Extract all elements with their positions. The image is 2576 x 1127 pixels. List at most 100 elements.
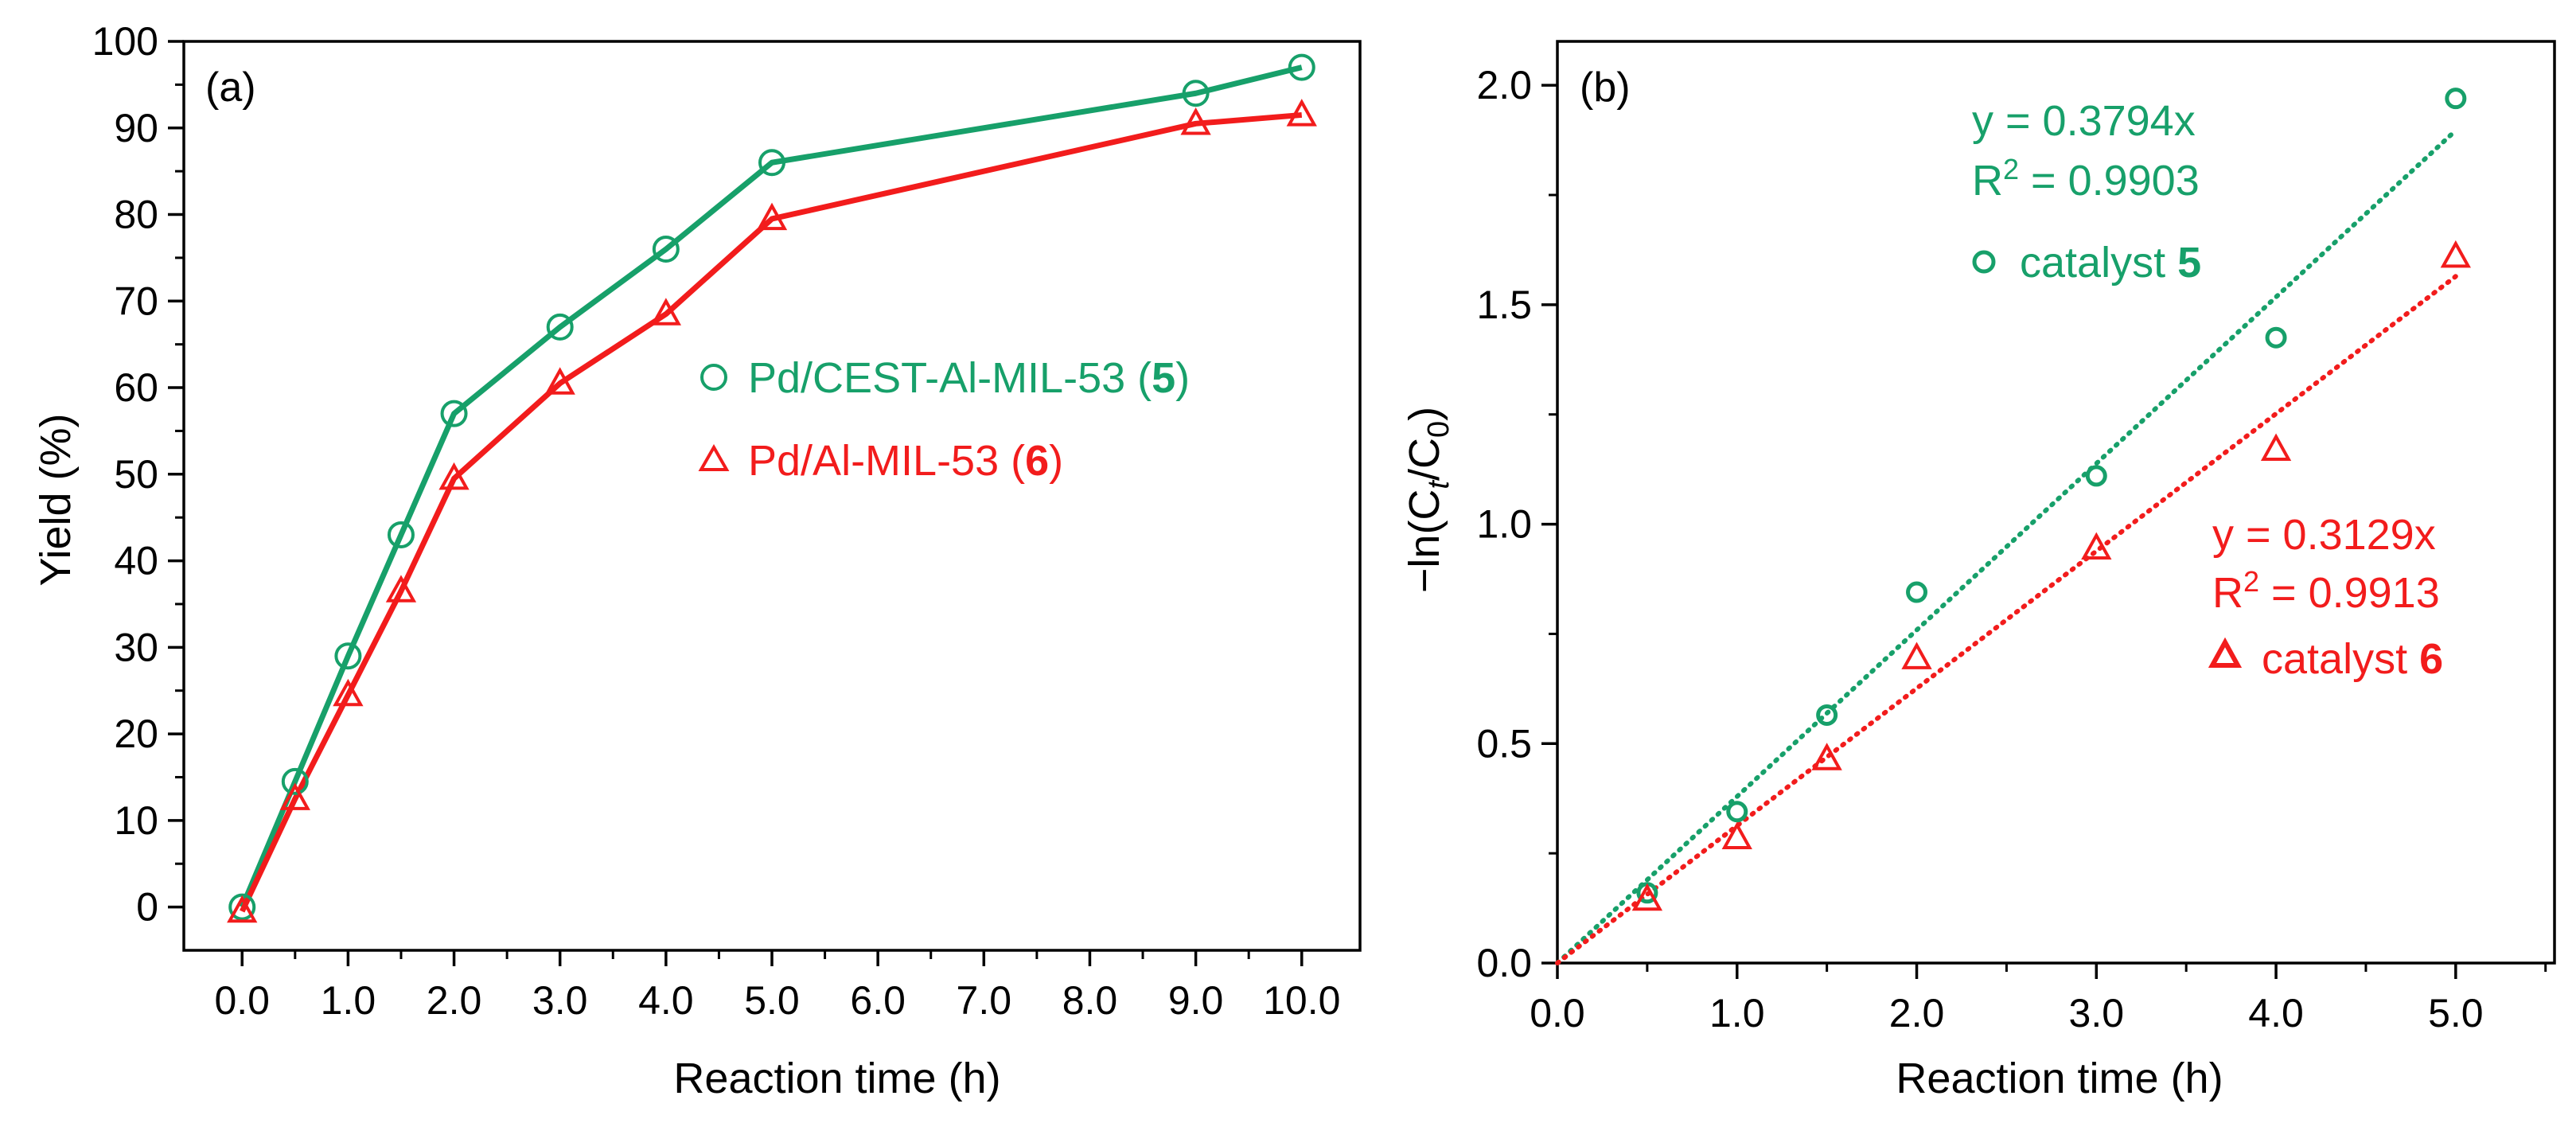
panel-b-fit-lines [1555,127,2458,965]
legend-5-number: 5 [1152,354,1175,402]
legend-6-close: ) [1049,437,1063,485]
data-point-catalyst-5 [1726,801,1748,823]
y-tick-label: 30 [114,625,158,669]
panel-b-label: (b) [1580,64,1631,111]
x-tick-label: 3.0 [2069,991,2125,1035]
x-tick-label: 3.0 [532,978,588,1023]
data-point-catalyst-6 [756,202,788,231]
x-tick-label: 10.0 [1263,978,1340,1023]
data-point-catalyst-5 [281,767,309,795]
data-point-catalyst-5 [758,149,785,177]
legend-6-name: Pd/Al-MIL-53 ( [748,437,1025,485]
legend-5-name: Pd/CEST-Al-MIL-53 ( [748,354,1152,402]
panel-b-plot-frame [1556,40,2556,965]
legend-label-catalyst-5: Pd/CEST-Al-MIL-53 (5) [748,354,1190,402]
data-point-catalyst-5 [228,893,256,921]
data-point-catalyst-6 [438,462,470,490]
data-point-catalyst-6 [544,367,575,395]
y-tick-label: 100 [92,19,158,64]
data-point-catalyst-5 [2445,88,2467,110]
fit-line-catalyst-5 [1555,127,2458,965]
x-tick-label: 1.0 [321,978,376,1023]
fit-r2-5: R2 = 0.9903 [1972,153,2200,205]
y-tick-label: 1.0 [1476,502,1532,547]
fit-equation-6: y = 0.3129x [2212,511,2436,559]
legend-b5-number: 5 [2177,239,2201,287]
y-title-sub-t: t [1422,480,1456,489]
y-tick-label: 1.5 [1476,283,1532,327]
series-line-catalyst-5 [240,64,1303,908]
r2-6-sup: 2 [2243,565,2259,598]
legend-triangle-marker [698,443,730,471]
y-tick-label: 2.0 [1476,63,1532,107]
data-point-catalyst-6 [2440,240,2471,268]
panel-b-y-ticks: 0.0 0.5 1.0 1.5 2.0 [1476,63,1557,985]
data-point-catalyst-6 [1631,883,1663,911]
x-tick-label: 2.0 [427,978,482,1023]
panel-a-legend: Pd/CEST-Al-MIL-53 (5) Pd/Al-MIL-53 (6) [698,354,1190,485]
panel-b-kinetics-chart: 0.0 1.0 2.0 3.0 4.0 5.0 0.0 0.5 1.0 1.5 2.0 (b) R… [1401,40,2556,1102]
panel-a-y-ticks: 0 10 20 30 40 50 60 70 80 90 100 [92,19,184,930]
fit-annotation-catalyst-5: y = 0.3794x R2 = 0.9903 catalyst 5 [1972,97,2201,287]
data-point-catalyst-5 [387,521,415,548]
fit-line-catalyst-6 [1555,274,2458,965]
x-tick-label: 7.0 [957,978,1012,1023]
panel-b-y-axis-title: −ln(Ct/C0) [1401,407,1456,593]
r2-6-value: = 0.9913 [2259,569,2440,617]
x-tick-label: 6.0 [850,978,906,1023]
panel-a-x-axis-title: Reaction time (h) [673,1055,1000,1102]
y-tick-label: 80 [114,193,158,237]
y-tick-label: 0.5 [1476,721,1532,766]
panel-b-series-markers [1631,88,2471,911]
legend-catalyst-5-b: catalyst 5 [2020,239,2201,287]
data-point-catalyst-5 [2085,465,2107,487]
r2-6-prefix: R [2212,569,2243,617]
y-title-mid: /C [1401,438,1448,481]
y-tick-label: 0 [136,885,158,930]
legend-catalyst-6-b: catalyst 6 [2262,635,2443,683]
panel-a-yield-chart: 0.0 1.0 2.0 3.0 4.0 5.0 6.0 7.0 8.0 9.0 10.0 0 10 20… [32,19,1362,1102]
x-tick-label: 2.0 [1889,991,1945,1035]
panel-a-series-markers [227,53,1317,923]
data-point-catalyst-5 [1182,80,1210,107]
data-point-catalyst-6 [1901,641,1932,669]
y-tick-label: 90 [114,106,158,150]
panel-a-x-ticks: 0.0 1.0 2.0 3.0 4.0 5.0 6.0 7.0 8.0 9.0 10.0 [214,950,1340,1023]
x-tick-label: 0.0 [214,978,270,1023]
panel-b-x-ticks: 0.0 1.0 2.0 3.0 4.0 5.0 [1530,963,2547,1035]
legend-circle-marker [700,364,727,391]
r2-5-sup: 2 [2003,153,2019,185]
x-tick-label: 8.0 [1062,978,1118,1023]
data-point-catalyst-5 [334,642,362,670]
series-line-catalyst-6 [240,111,1303,913]
y-tick-label: 70 [114,279,158,323]
y-tick-label: 50 [114,452,158,497]
r2-5-value: = 0.9903 [2019,157,2200,205]
data-point-catalyst-6 [1286,99,1317,127]
data-point-catalyst-6 [1721,821,1752,849]
y-tick-label: 20 [114,712,158,756]
x-tick-label: 9.0 [1168,978,1224,1023]
y-tick-label: 60 [114,365,158,410]
legend-label-catalyst-6: Pd/Al-MIL-53 (6) [748,437,1063,485]
x-tick-label: 0.0 [1530,991,1585,1035]
data-point-catalyst-5 [1906,581,1928,603]
legend-b6-name: catalyst [2262,635,2419,683]
data-point-catalyst-6 [1180,107,1211,135]
fit-r2-6: R2 = 0.9913 [2212,565,2440,617]
data-point-catalyst-6 [1811,743,1842,770]
data-point-catalyst-6 [2081,532,2112,560]
legend-6-number: 6 [1025,437,1049,485]
legend-5-close: ) [1175,354,1190,402]
y-title-prefix: −ln(C [1401,489,1448,594]
data-point-catalyst-6 [279,782,310,810]
y-tick-label: 40 [114,539,158,583]
x-tick-label: 1.0 [1709,991,1765,1035]
data-point-catalyst-5 [1816,704,1838,726]
x-tick-label: 4.0 [638,978,694,1023]
y-title-sub-0: 0 [1422,421,1456,438]
legend-circle-marker-b [1972,250,1996,274]
data-point-catalyst-5 [652,236,680,263]
legend-triangle-marker-b [2208,637,2243,668]
